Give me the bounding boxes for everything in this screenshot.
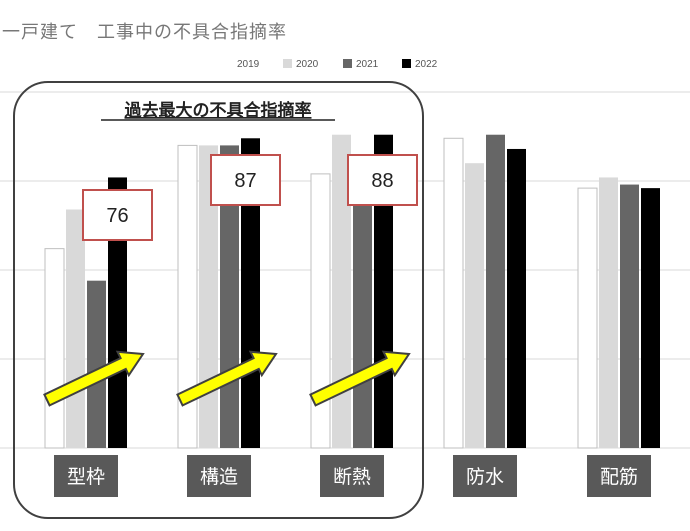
legend-swatch-2021 bbox=[343, 59, 352, 68]
callout-box-断熱 bbox=[347, 154, 418, 206]
legend-label-2022: 2022 bbox=[415, 59, 438, 70]
bar-防水-2021 bbox=[486, 134, 505, 448]
category-box-防水 bbox=[453, 455, 517, 497]
callout-box-型枠 bbox=[82, 189, 153, 241]
category-box-断熱 bbox=[320, 455, 384, 497]
legend-swatch-2022 bbox=[402, 59, 411, 68]
value-callouts: 76 87 88 bbox=[82, 154, 418, 241]
bar-型枠-2022 bbox=[108, 177, 127, 448]
bar-配筋-2019 bbox=[577, 187, 598, 449]
highlight-label: 過去最大の不具合指摘率 bbox=[125, 100, 312, 121]
category-label-防水: 防水 bbox=[466, 466, 504, 488]
legend: 2019 2020 2021 2022 bbox=[237, 59, 438, 70]
category-label-型枠: 型枠 bbox=[67, 466, 105, 488]
bar-配筋-2022 bbox=[641, 188, 660, 448]
legend-label-2021: 2021 bbox=[356, 59, 379, 70]
category-labels: 型枠 構造 断熱 防水 配筋 bbox=[54, 455, 651, 497]
bar-断熱-2019 bbox=[310, 173, 331, 449]
trend-arrows bbox=[43, 350, 411, 407]
bar-防水-2022 bbox=[507, 148, 526, 448]
bar-型枠-2021 bbox=[87, 280, 106, 448]
bar-構造-2020 bbox=[199, 145, 218, 448]
bar-構造-2019 bbox=[177, 144, 198, 449]
callout-value-型枠: 76 bbox=[106, 205, 128, 227]
callout-value-断熱: 88 bbox=[371, 170, 393, 192]
page-title: 一戸建て 工事中の不具合指摘率 bbox=[2, 22, 287, 43]
bar-配筋-2021 bbox=[620, 184, 639, 448]
highlight-group: 過去最大の不具合指摘率 bbox=[13, 81, 424, 519]
bar-断熱-2020 bbox=[332, 134, 351, 448]
category-label-配筋: 配筋 bbox=[600, 466, 638, 488]
category-box-型枠 bbox=[54, 455, 118, 497]
legend-label-2019: 2019 bbox=[237, 59, 260, 70]
trend-arrow-icon bbox=[309, 350, 411, 407]
callout-value-構造: 87 bbox=[234, 170, 256, 192]
bar-防水-2019 bbox=[443, 137, 464, 449]
legend-label-2020: 2020 bbox=[296, 59, 319, 70]
bar-型枠-2020 bbox=[66, 209, 85, 448]
bar-防水-2020 bbox=[465, 163, 484, 448]
bar-断熱-2021 bbox=[353, 198, 372, 448]
trend-arrow-icon bbox=[43, 350, 145, 407]
category-box-配筋 bbox=[587, 455, 651, 497]
category-box-構造 bbox=[187, 455, 251, 497]
trend-arrow-icon bbox=[176, 350, 278, 407]
callout-box-構造 bbox=[210, 154, 281, 206]
category-label-断熱: 断熱 bbox=[333, 466, 371, 488]
category-label-構造: 構造 bbox=[200, 466, 238, 488]
bar-配筋-2020 bbox=[599, 177, 618, 448]
legend-swatch-2020 bbox=[283, 59, 292, 68]
bar-型枠-2019 bbox=[44, 248, 65, 449]
highlight-frame bbox=[13, 81, 424, 519]
